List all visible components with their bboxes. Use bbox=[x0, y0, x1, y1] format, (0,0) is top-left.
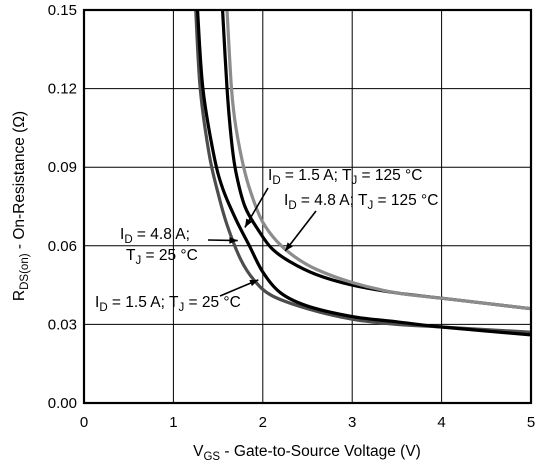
x-tick-label: 1 bbox=[169, 414, 177, 431]
y-tick-label: 0.15 bbox=[48, 2, 77, 19]
series-layer bbox=[194, 10, 531, 337]
annotations: ID = 1.5 A; TJ = 125 °C ID = 4.8 A; TJ = … bbox=[95, 167, 438, 314]
series-line-s3 bbox=[220, 10, 531, 311]
grid bbox=[84, 10, 531, 403]
arrowhead-a4 bbox=[249, 279, 259, 287]
annotation-a3-line2: TJ = 25 °C bbox=[126, 247, 198, 267]
series-line-s2 bbox=[195, 10, 531, 337]
y-tick-label: 0.06 bbox=[48, 238, 77, 255]
x-tick-label: 4 bbox=[437, 414, 445, 431]
annotation-a4: ID = 1.5 A; TJ = 25 °C bbox=[95, 294, 241, 314]
y-tick-labels: 0.00 0.03 0.06 0.09 0.12 0.15 bbox=[48, 2, 77, 412]
series-line-s4 bbox=[225, 10, 531, 311]
plot-frame bbox=[82, 8, 533, 405]
arrowhead-a2 bbox=[285, 242, 293, 252]
x-axis-title: VGS - Gate-to-Source Voltage (V) bbox=[193, 443, 421, 463]
x-tick-label: 2 bbox=[259, 414, 267, 431]
y-tick-label: 0.09 bbox=[48, 159, 77, 176]
y-axis-title: RDS(on) - On-Resistance (Ω) bbox=[11, 111, 31, 301]
arrowhead-a3 bbox=[229, 237, 238, 244]
y-tick-label: 0.03 bbox=[48, 316, 77, 333]
x-tick-label: 3 bbox=[348, 414, 356, 431]
annotation-a3: ID = 4.8 A; bbox=[120, 226, 190, 246]
annotation-a2: ID = 4.8 A; TJ = 125 °C bbox=[284, 192, 438, 212]
annotation-pointers bbox=[207, 187, 317, 297]
pointer-line-a2 bbox=[284, 210, 317, 252]
x-tick-label: 0 bbox=[80, 414, 88, 431]
x-tick-labels: 0 1 2 3 4 5 bbox=[80, 414, 535, 431]
y-tick-label: 0.00 bbox=[48, 395, 77, 412]
annotation-a1: ID = 1.5 A; TJ = 125 °C bbox=[268, 167, 422, 187]
x-tick-label: 5 bbox=[527, 414, 535, 431]
series-line-s1 bbox=[194, 10, 531, 334]
arrowhead-a1 bbox=[244, 218, 253, 228]
y-tick-label: 0.12 bbox=[48, 81, 77, 98]
